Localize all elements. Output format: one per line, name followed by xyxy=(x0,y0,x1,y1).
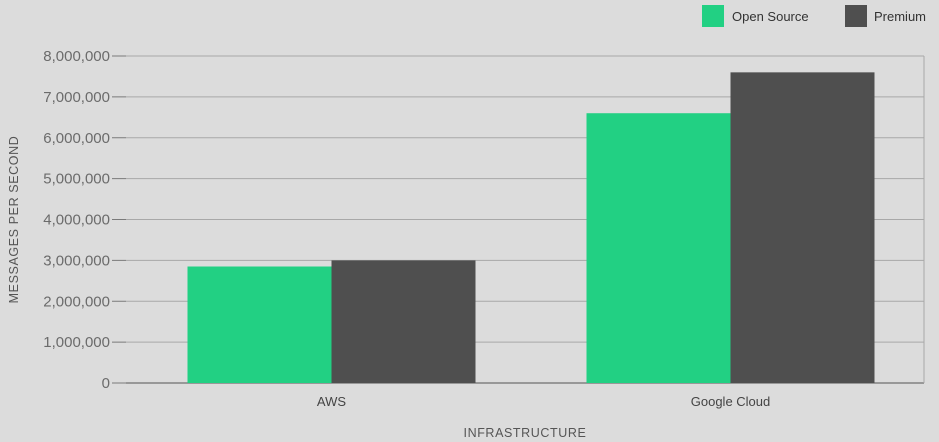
legend: Open Source Premium xyxy=(702,5,926,27)
legend-swatch xyxy=(845,5,867,27)
bar-premium xyxy=(331,260,476,383)
bar-open-source xyxy=(187,266,332,383)
legend-label: Premium xyxy=(874,9,926,24)
x-tick-label: Google Cloud xyxy=(691,394,771,409)
y-tick-label: 3,000,000 xyxy=(43,252,110,269)
x-axis-ticks: AWS Google Cloud xyxy=(317,394,770,409)
y-tick-label: 6,000,000 xyxy=(43,130,110,147)
y-tick-label: 0 xyxy=(102,375,110,392)
x-axis-title: INFRASTRUCTURE xyxy=(464,426,587,440)
bar-premium xyxy=(730,72,875,383)
y-tick-label: 1,000,000 xyxy=(43,334,110,351)
y-tick-label: 5,000,000 xyxy=(43,171,110,188)
legend-swatch xyxy=(702,5,724,27)
x-tick-label: AWS xyxy=(317,394,346,409)
y-tick-label: 4,000,000 xyxy=(43,212,110,229)
y-tick-label: 2,000,000 xyxy=(43,293,110,310)
y-tick-label: 7,000,000 xyxy=(43,89,110,106)
bars xyxy=(187,72,875,383)
y-tick-label: 8,000,000 xyxy=(43,48,110,65)
y-axis-ticks: 0 1,000,000 2,000,000 3,000,000 4,000,000 5,0… xyxy=(43,48,126,392)
legend-label: Open Source xyxy=(732,9,809,24)
bar-open-source xyxy=(586,113,731,383)
y-axis-title: MESSAGES PER SECOND xyxy=(7,136,21,304)
